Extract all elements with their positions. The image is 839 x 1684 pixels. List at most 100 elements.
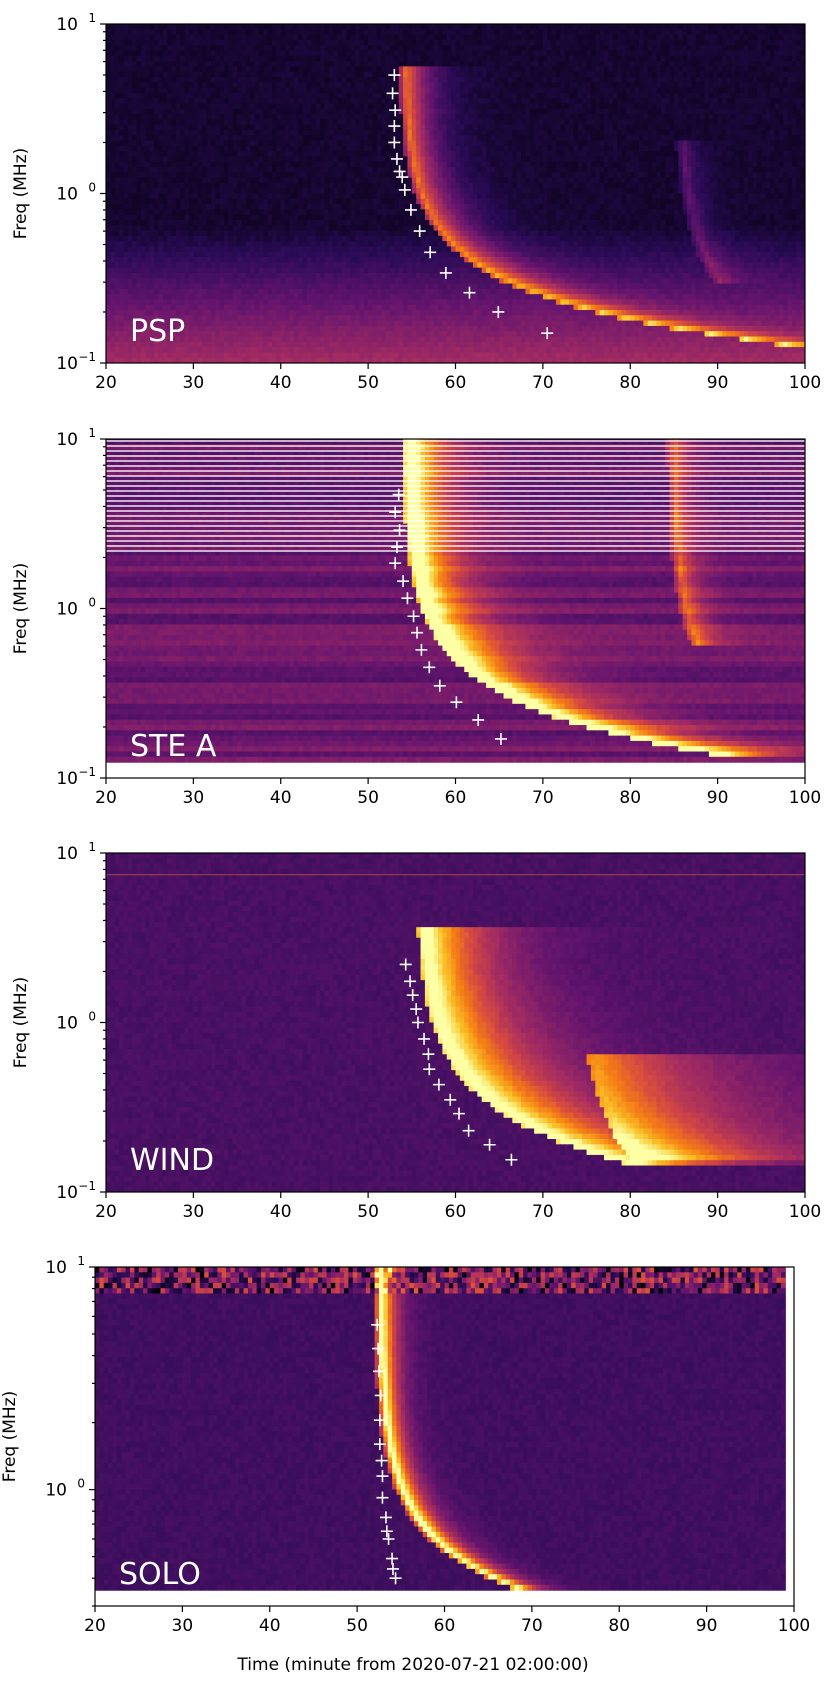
onset-marker bbox=[472, 713, 485, 726]
onset-marker bbox=[541, 327, 554, 340]
onset-marker bbox=[372, 1342, 385, 1355]
onset-marker bbox=[386, 1552, 399, 1565]
onset-marker bbox=[505, 1153, 518, 1166]
x-tick-label: 70 bbox=[521, 1616, 543, 1636]
onset-marker bbox=[463, 286, 476, 299]
y-tick-exponent: 0 bbox=[88, 1010, 96, 1024]
y-axis-label: Freq (MHz) bbox=[11, 977, 31, 1068]
x-tick-label: 90 bbox=[707, 788, 729, 808]
onset-marker bbox=[393, 524, 406, 537]
panel-label: WIND bbox=[130, 1143, 214, 1178]
onset-marker bbox=[411, 626, 424, 639]
onset-marker bbox=[382, 1532, 395, 1545]
onset-marker bbox=[380, 1525, 393, 1538]
onset-marker bbox=[389, 557, 402, 570]
onset-marker bbox=[390, 152, 403, 165]
x-tick-label: 20 bbox=[95, 373, 117, 393]
onset-marker bbox=[418, 1032, 431, 1045]
x-tick-label: 20 bbox=[95, 1202, 117, 1222]
y-tick-label: 10 bbox=[56, 1183, 78, 1203]
onset-marker bbox=[388, 69, 401, 82]
onset-marker bbox=[386, 1562, 399, 1575]
onset-marker bbox=[393, 165, 406, 178]
x-tick-label: 100 bbox=[778, 1616, 810, 1636]
y-tick-exponent: 1 bbox=[88, 840, 96, 854]
onset-markers bbox=[386, 69, 554, 340]
onset-marker bbox=[374, 1389, 387, 1402]
onset-marker bbox=[386, 87, 399, 100]
x-axis-label: Time (minute from 2020-07-21 02:00:00) bbox=[236, 1655, 588, 1675]
y-tick-label: 10 bbox=[56, 600, 78, 620]
x-axis: 20 30 40 50 60 70 80 90 100 bbox=[95, 363, 821, 393]
onset-marker bbox=[388, 136, 401, 149]
onset-marker bbox=[424, 246, 437, 259]
onset-marker bbox=[439, 266, 452, 279]
x-tick-label: 80 bbox=[608, 1616, 630, 1636]
y-tick-label: 10 bbox=[56, 354, 78, 374]
y-tick-exponent: 1 bbox=[88, 426, 96, 440]
y-tick-exponent: −1 bbox=[78, 350, 96, 364]
x-tick-label: 20 bbox=[95, 788, 117, 808]
x-tick-label: 30 bbox=[183, 373, 205, 393]
spectrogram bbox=[106, 439, 805, 778]
panel-label: PSP bbox=[130, 314, 185, 349]
y-tick-label: 10 bbox=[56, 185, 78, 205]
y-tick-label: 10 bbox=[56, 1014, 78, 1034]
onset-marker bbox=[404, 203, 417, 216]
x-tick-label: 90 bbox=[707, 373, 729, 393]
y-tick-exponent: −1 bbox=[78, 765, 96, 779]
x-tick-label: 60 bbox=[445, 1202, 467, 1222]
onset-marker bbox=[389, 1572, 402, 1585]
y-axis-label: Freq (MHz) bbox=[11, 148, 31, 239]
x-tick-label: 50 bbox=[357, 373, 379, 393]
onset-marker bbox=[415, 643, 428, 656]
x-axis: 20 30 40 50 60 70 80 90 100 bbox=[95, 1192, 821, 1222]
onset-markers bbox=[371, 1318, 402, 1585]
y-tick-label: 10 bbox=[56, 769, 78, 789]
onset-marker bbox=[401, 592, 414, 605]
onset-marker bbox=[389, 104, 402, 117]
y-tick-label: 10 bbox=[56, 430, 78, 450]
x-tick-label: 90 bbox=[707, 1202, 729, 1222]
y-axis: 10 1 10 0 bbox=[45, 1254, 95, 1607]
x-tick-label: 40 bbox=[259, 1616, 281, 1636]
onset-markers bbox=[389, 488, 507, 745]
x-tick-label: 100 bbox=[789, 788, 821, 808]
y-tick-exponent: 0 bbox=[88, 181, 96, 195]
y-axis-label: Freq (MHz) bbox=[0, 1391, 20, 1482]
y-tick-label: 10 bbox=[56, 844, 78, 864]
onset-marker bbox=[375, 1454, 388, 1467]
x-tick-label: 30 bbox=[183, 788, 205, 808]
onset-marker bbox=[423, 1063, 436, 1076]
x-tick-label: 100 bbox=[789, 373, 821, 393]
y-tick-exponent: 0 bbox=[88, 596, 96, 610]
onset-marker bbox=[413, 225, 426, 238]
x-tick-label: 80 bbox=[619, 1202, 641, 1222]
onset-marker bbox=[423, 661, 436, 674]
onset-markers bbox=[399, 958, 518, 1166]
x-tick-label: 70 bbox=[532, 1202, 554, 1222]
onset-marker bbox=[388, 120, 401, 133]
y-axis-label: Freq (MHz) bbox=[11, 563, 31, 654]
onset-marker bbox=[392, 488, 405, 501]
onset-marker bbox=[397, 575, 410, 588]
x-tick-label: 50 bbox=[357, 1202, 379, 1222]
onset-marker bbox=[373, 1438, 386, 1451]
onset-marker bbox=[422, 1048, 435, 1061]
onset-marker bbox=[396, 171, 409, 184]
x-tick-label: 20 bbox=[84, 1616, 106, 1636]
onset-marker bbox=[390, 541, 403, 554]
x-axis: 20 30 40 50 60 70 80 90 100 bbox=[84, 1606, 810, 1636]
onset-marker bbox=[452, 1107, 465, 1120]
onset-marker bbox=[406, 989, 419, 1002]
onset-marker bbox=[376, 1491, 389, 1504]
y-tick-exponent: 1 bbox=[77, 1254, 85, 1268]
x-tick-label: 80 bbox=[619, 373, 641, 393]
